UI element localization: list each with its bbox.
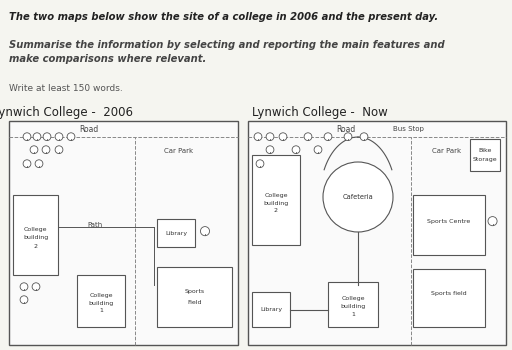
Text: Bus Stop: Bus Stop	[393, 126, 423, 132]
Text: Sports field: Sports field	[431, 292, 466, 296]
Circle shape	[292, 146, 300, 154]
Text: Sports: Sports	[184, 289, 205, 294]
Circle shape	[304, 133, 312, 141]
FancyBboxPatch shape	[413, 195, 484, 255]
Text: College: College	[342, 296, 365, 301]
Text: College: College	[24, 228, 47, 232]
Circle shape	[201, 226, 209, 236]
Text: College: College	[264, 193, 288, 197]
Circle shape	[30, 146, 38, 154]
Text: Library: Library	[260, 307, 282, 312]
Text: building: building	[89, 301, 114, 306]
Circle shape	[360, 133, 368, 141]
Circle shape	[323, 162, 393, 232]
FancyBboxPatch shape	[470, 139, 500, 171]
Circle shape	[344, 133, 352, 141]
Text: Write at least 150 words.: Write at least 150 words.	[9, 84, 123, 93]
Circle shape	[254, 133, 262, 141]
FancyBboxPatch shape	[157, 267, 232, 327]
Text: Car Park: Car Park	[164, 148, 194, 154]
FancyBboxPatch shape	[9, 121, 238, 345]
Text: Bike: Bike	[478, 148, 492, 154]
Circle shape	[42, 146, 50, 154]
Text: building: building	[340, 304, 366, 309]
Text: Field: Field	[187, 300, 202, 304]
Circle shape	[32, 283, 40, 290]
FancyBboxPatch shape	[252, 292, 290, 327]
Circle shape	[488, 217, 497, 226]
Text: Library: Library	[165, 231, 187, 236]
Circle shape	[314, 146, 322, 154]
FancyBboxPatch shape	[77, 275, 125, 327]
FancyBboxPatch shape	[157, 219, 195, 247]
Text: building: building	[23, 236, 48, 240]
Text: Sports Centre: Sports Centre	[427, 218, 470, 224]
Circle shape	[55, 133, 63, 141]
Text: Cafeteria: Cafeteria	[343, 194, 373, 200]
Text: Lynwich College -  2006: Lynwich College - 2006	[0, 106, 133, 119]
Circle shape	[256, 160, 264, 168]
Circle shape	[20, 296, 28, 303]
Text: Car Park: Car Park	[432, 148, 461, 154]
FancyBboxPatch shape	[413, 269, 484, 327]
Text: The two maps below show the site of a college in 2006 and the present day.: The two maps below show the site of a co…	[9, 12, 438, 22]
Text: 2: 2	[274, 209, 278, 214]
FancyBboxPatch shape	[252, 155, 300, 245]
Circle shape	[55, 146, 63, 154]
Circle shape	[67, 133, 75, 141]
FancyBboxPatch shape	[328, 282, 378, 327]
Circle shape	[33, 133, 41, 141]
Text: Road: Road	[79, 125, 99, 133]
Text: building: building	[263, 201, 289, 205]
Text: Summarise the information by selecting and reporting the main features and
make : Summarise the information by selecting a…	[9, 40, 445, 64]
Text: College: College	[89, 293, 113, 297]
FancyBboxPatch shape	[13, 195, 58, 275]
Text: Storage: Storage	[473, 156, 497, 161]
Circle shape	[43, 133, 51, 141]
Circle shape	[23, 160, 31, 168]
Text: 1: 1	[351, 312, 355, 317]
Circle shape	[266, 133, 274, 141]
Circle shape	[266, 146, 274, 154]
Text: Lynwich College -  Now: Lynwich College - Now	[252, 106, 388, 119]
Circle shape	[35, 160, 43, 168]
Text: Path: Path	[87, 222, 102, 228]
Circle shape	[279, 133, 287, 141]
Text: 1: 1	[99, 308, 103, 314]
Text: Road: Road	[336, 125, 356, 133]
Text: 2: 2	[33, 244, 37, 248]
Circle shape	[324, 133, 332, 141]
FancyBboxPatch shape	[248, 121, 506, 345]
Circle shape	[23, 133, 31, 141]
Circle shape	[20, 283, 28, 290]
